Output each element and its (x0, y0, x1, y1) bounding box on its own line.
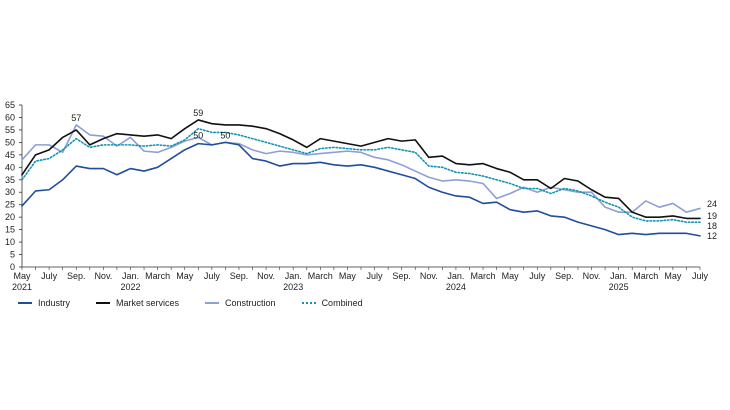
x-tick-label: 2024 (446, 282, 466, 292)
series-line-combined (21, 127, 701, 223)
end-value-label: 18 (707, 221, 717, 231)
y-tick-label: 35 (5, 175, 15, 185)
legend-swatch (18, 302, 32, 304)
legend-swatch (96, 302, 111, 304)
legend: Industry Market services Construction Combi… (18, 298, 389, 308)
y-tick-label: 55 (5, 125, 15, 135)
legend-label: Construction (225, 298, 276, 308)
legend-item-construction: Construction (205, 298, 276, 308)
y-tick-label: 15 (5, 225, 15, 235)
y-tick-label: 5 (10, 250, 15, 260)
y-axis: 0 5 10 15 20 25 30 35 40 45 50 55 60 65 (5, 100, 23, 272)
end-value-label: 12 (707, 231, 717, 241)
legend-swatch (301, 302, 316, 304)
y-tick-label: 20 (5, 212, 15, 222)
x-tick-label: Nov. (583, 271, 601, 281)
x-tick-label: March (308, 271, 333, 281)
legend-item-market-services: Market services (96, 298, 179, 308)
x-tick-label: May (176, 271, 194, 281)
peak-annotation: 59 (193, 108, 203, 118)
x-tick-label: Nov. (94, 271, 112, 281)
peak-annotation: 50 (193, 130, 203, 140)
y-tick-label: 0 (10, 262, 15, 272)
series-lines (21, 119, 701, 237)
x-tick-label: May (502, 271, 520, 281)
x-tick-label: July (692, 271, 709, 281)
series-line-construction (21, 124, 701, 213)
legend-item-combined: Combined (301, 298, 363, 308)
x-tick-label: 2023 (283, 282, 303, 292)
x-tick-label: Sep. (230, 271, 249, 281)
x-tick-label: July (204, 271, 221, 281)
x-tick-label: May (13, 271, 31, 281)
end-value-label: 24 (707, 199, 717, 209)
peak-annotation: 57 (71, 113, 81, 123)
x-tick-label: Nov. (420, 271, 438, 281)
x-tick-label: March (633, 271, 658, 281)
legend-swatch (205, 302, 220, 304)
y-tick-label: 30 (5, 187, 15, 197)
x-tick-label: Jan. (122, 271, 139, 281)
series-line-market-services (21, 119, 701, 220)
x-tick-label: Sep. (67, 271, 86, 281)
legend-label: Industry (38, 298, 71, 308)
x-tick-label: 2022 (120, 282, 140, 292)
x-tick-label: July (41, 271, 58, 281)
peak-annotation: 50 (220, 130, 230, 140)
x-tick-label: March (471, 271, 496, 281)
legend-label: Combined (321, 298, 363, 308)
y-tick-label: 10 (5, 237, 15, 247)
y-tick-label: 60 (5, 112, 15, 122)
y-tick-label: 50 (5, 137, 15, 147)
series-line-industry (21, 141, 701, 237)
annotations: 57 59 50 50 (71, 108, 230, 140)
x-tick-label: Nov. (257, 271, 275, 281)
x-tick-label: 2025 (609, 282, 629, 292)
y-tick-label: 25 (5, 200, 15, 210)
legend-item-industry: Industry (18, 298, 70, 308)
x-tick-label: March (145, 271, 170, 281)
x-tick-label: Jan. (610, 271, 627, 281)
x-tick-label: Sep. (392, 271, 411, 281)
x-tick-label: Jan. (285, 271, 302, 281)
x-tick-label: 2021 (12, 282, 32, 292)
x-tick-label: Jan. (447, 271, 464, 281)
x-tick-label: Sep. (555, 271, 574, 281)
x-tick-label: July (367, 271, 384, 281)
end-value-label: 19 (707, 211, 717, 221)
y-tick-label: 45 (5, 150, 15, 160)
x-tick-label: May (339, 271, 357, 281)
y-tick-label: 65 (5, 100, 15, 110)
legend-label: Market services (116, 298, 180, 308)
y-tick-label: 40 (5, 162, 15, 172)
x-tick-label: May (664, 271, 682, 281)
x-tick-label: July (529, 271, 546, 281)
